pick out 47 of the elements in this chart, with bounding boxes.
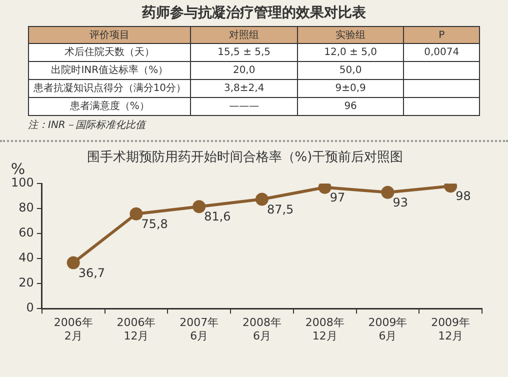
- x-tick-label: 2008年 6月: [242, 316, 282, 342]
- data-label: 98: [456, 189, 471, 204]
- text: 药师参与抗凝治疗管理的效果对比表: [141, 4, 367, 22]
- data-label: 75,8: [141, 216, 168, 231]
- data-label: 93: [392, 195, 408, 210]
- y-tick-label: 60: [18, 226, 34, 240]
- point: [318, 184, 332, 194]
- x-tick-label: 2009年 12月: [431, 316, 470, 342]
- text: ———: [229, 101, 260, 112]
- x-tick-label: 2006年 12月: [116, 316, 156, 342]
- data-label: 81,6: [204, 210, 231, 224]
- text: 患者满意度（%）: [70, 101, 150, 112]
- text: 15,5 ± 5,5: [218, 47, 271, 58]
- point: [255, 192, 268, 206]
- text: 患者抗凝知识点得分（满分10分）: [33, 83, 186, 94]
- x-tick-label: 2006年 2月: [54, 316, 93, 342]
- text: 出院时INR值达标率（%）: [51, 65, 168, 76]
- category-label: 评价项目: [28, 26, 191, 44]
- text: 50,0: [339, 65, 362, 76]
- x-tick-label: 2009年 6月: [368, 316, 408, 342]
- point: [66, 256, 80, 270]
- data-label: 87,5: [266, 202, 294, 216]
- data-label: 97: [330, 190, 346, 204]
- y-tick-label: 80: [18, 200, 34, 215]
- y-tick-label: 100: [11, 176, 34, 190]
- text: 0,0074: [424, 47, 460, 58]
- text: 注：INR－国际标准化比值: [28, 118, 148, 132]
- category-label: 对照组: [190, 26, 298, 44]
- text: 96: [344, 101, 357, 112]
- category-label: 实验组: [297, 26, 404, 44]
- text: 12,0 ± 5,0: [324, 47, 378, 58]
- y-tick-label: 0: [26, 300, 34, 315]
- x-tick-label: 2008年 12月: [305, 316, 344, 342]
- point: [130, 207, 143, 220]
- x-tick-label: 2007年 6月: [180, 316, 219, 342]
- y-axis-title: %: [10, 160, 26, 178]
- y-tick-label: 40: [18, 250, 34, 265]
- text: 9±0,9: [335, 83, 366, 94]
- category-label: P: [404, 26, 480, 44]
- chart-title: 围手术期预防用药开始时间合格率（%)干预前后对照图: [86, 149, 404, 166]
- y-tick-label: 20: [18, 276, 34, 290]
- text: 术后住院天数（天）: [64, 47, 155, 58]
- point: [381, 186, 394, 199]
- data-label: 36,7: [78, 266, 106, 280]
- text: 20,0: [232, 65, 256, 76]
- point: [192, 200, 206, 214]
- text: 3,8±2,4: [224, 83, 264, 94]
